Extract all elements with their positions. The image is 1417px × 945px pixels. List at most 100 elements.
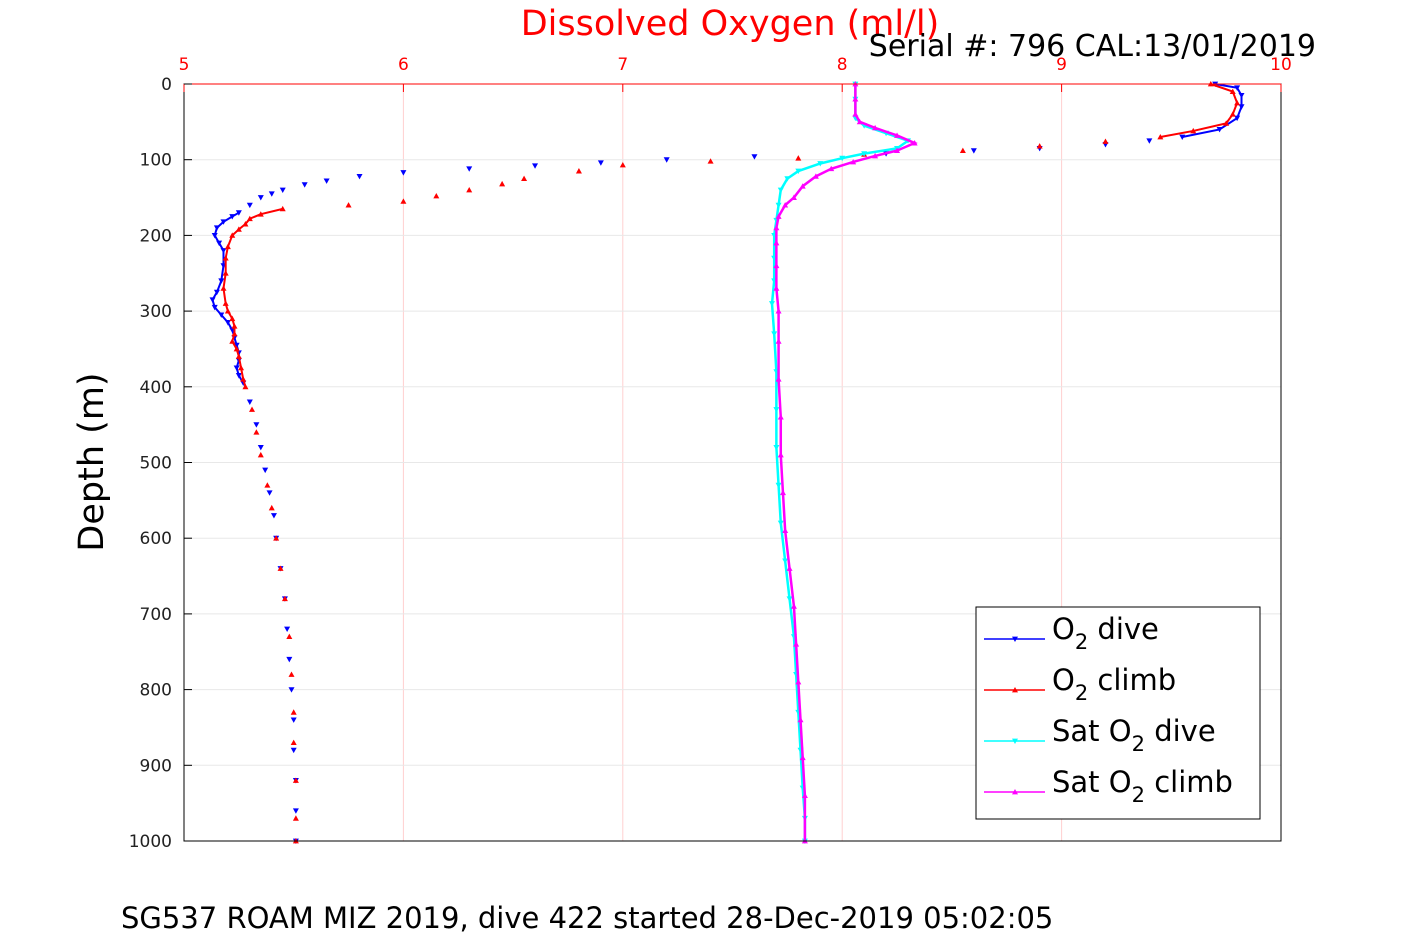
- data-point: [782, 202, 789, 208]
- data-point: [213, 225, 220, 231]
- data-point: [281, 595, 288, 602]
- data-point: [786, 565, 793, 571]
- data-point: [466, 166, 473, 172]
- data-point: [771, 331, 778, 337]
- data-point: [1234, 85, 1241, 91]
- data-point: [238, 364, 245, 371]
- data-point: [264, 482, 271, 488]
- data-point: [286, 656, 293, 663]
- data-point: [356, 173, 363, 180]
- data-point: [268, 504, 275, 511]
- data-point: [224, 243, 231, 250]
- data-point: [400, 198, 407, 204]
- data-point: [216, 240, 223, 246]
- data-point: [262, 467, 269, 474]
- data-point: [861, 151, 868, 157]
- data-point: [1157, 133, 1164, 140]
- data-point: [1234, 99, 1241, 106]
- data-point: [812, 173, 819, 179]
- y-tick-label: 400: [140, 378, 172, 398]
- data-point: [872, 124, 879, 131]
- data-point: [773, 407, 780, 413]
- legend-label: O2 dive: [1052, 612, 1159, 654]
- data-point: [246, 399, 253, 405]
- x-tick-label: 7: [617, 55, 628, 75]
- data-point: [290, 739, 297, 745]
- legend-label: O2 climb: [1052, 663, 1176, 705]
- data-point: [872, 152, 879, 159]
- y-axis-ticks: 0 100 200 300 400 500 600 700 800 900 1000: [129, 75, 192, 852]
- data-point: [784, 176, 791, 182]
- data-point: [400, 170, 407, 176]
- data-point: [499, 180, 506, 187]
- data-point: [663, 157, 670, 163]
- legend-marker: [1012, 738, 1018, 744]
- data-point: [775, 482, 782, 489]
- data-point: [777, 520, 784, 527]
- data-point: [817, 161, 824, 167]
- data-point: [240, 376, 247, 382]
- data-point: [222, 255, 229, 261]
- data-point: [229, 315, 236, 322]
- data-point: [1238, 104, 1245, 110]
- data-point: [290, 747, 297, 754]
- data-point: [242, 383, 249, 390]
- data-point: [575, 168, 582, 174]
- data-point: [777, 187, 784, 193]
- data-point: [213, 289, 220, 296]
- data-point: [222, 300, 229, 306]
- data-point: [619, 161, 626, 168]
- data-point: [779, 489, 786, 496]
- y-tick-label: 900: [140, 756, 172, 776]
- data-point: [235, 226, 242, 232]
- series-line: [770, 84, 911, 841]
- serial-label: Serial #: 796 CAL:13/01/2019: [869, 29, 1316, 64]
- legend: O2 dive O2 climb Sat O2 dive Sat O2 climb: [975, 606, 1261, 820]
- data-point: [1229, 111, 1236, 117]
- y-tick-label: 600: [140, 529, 172, 549]
- x-tick-label: 9: [1056, 55, 1067, 75]
- data-point: [1229, 88, 1236, 94]
- x-tick-label: 10: [1270, 55, 1292, 75]
- data-point: [268, 191, 275, 197]
- data-point: [790, 194, 797, 200]
- y-tick-label: 100: [140, 151, 172, 171]
- data-point: [323, 178, 330, 184]
- data-point: [235, 353, 242, 359]
- data-point: [894, 132, 901, 138]
- y-tick-label: 500: [140, 454, 172, 474]
- data-point: [222, 270, 229, 276]
- y-tick-label: 1000: [129, 832, 172, 852]
- data-point: [229, 214, 236, 220]
- data-point: [279, 205, 286, 212]
- data-point: [277, 565, 284, 571]
- legend-marker: [1012, 789, 1018, 795]
- data-point: [852, 111, 859, 117]
- data-point: [1102, 138, 1109, 144]
- data-point: [911, 140, 918, 146]
- data-point: [233, 345, 240, 352]
- data-point: [839, 155, 846, 162]
- y-tick-label: 300: [140, 302, 172, 322]
- footer-caption: SG537 ROAM MIZ 2019, dive 422 started 28…: [121, 901, 1053, 935]
- data-point: [257, 195, 264, 201]
- data-point: [301, 182, 308, 188]
- data-point: [218, 278, 225, 284]
- data-point: [288, 687, 295, 693]
- data-point: [801, 792, 808, 798]
- data-point: [286, 633, 293, 640]
- legend-box: [975, 606, 1261, 820]
- data-point: [1234, 115, 1241, 122]
- data-point: [242, 221, 249, 227]
- data-point: [224, 320, 231, 326]
- data-point: [209, 297, 216, 303]
- data-point: [852, 96, 859, 102]
- legend-label: Sat O2 dive: [1052, 714, 1216, 756]
- data-point: [1190, 127, 1197, 134]
- data-point: [235, 373, 242, 379]
- data-point: [775, 338, 782, 344]
- y-tick-label: 800: [140, 681, 172, 701]
- data-point: [266, 490, 273, 496]
- data-point: [284, 626, 291, 633]
- data-point: [773, 285, 780, 291]
